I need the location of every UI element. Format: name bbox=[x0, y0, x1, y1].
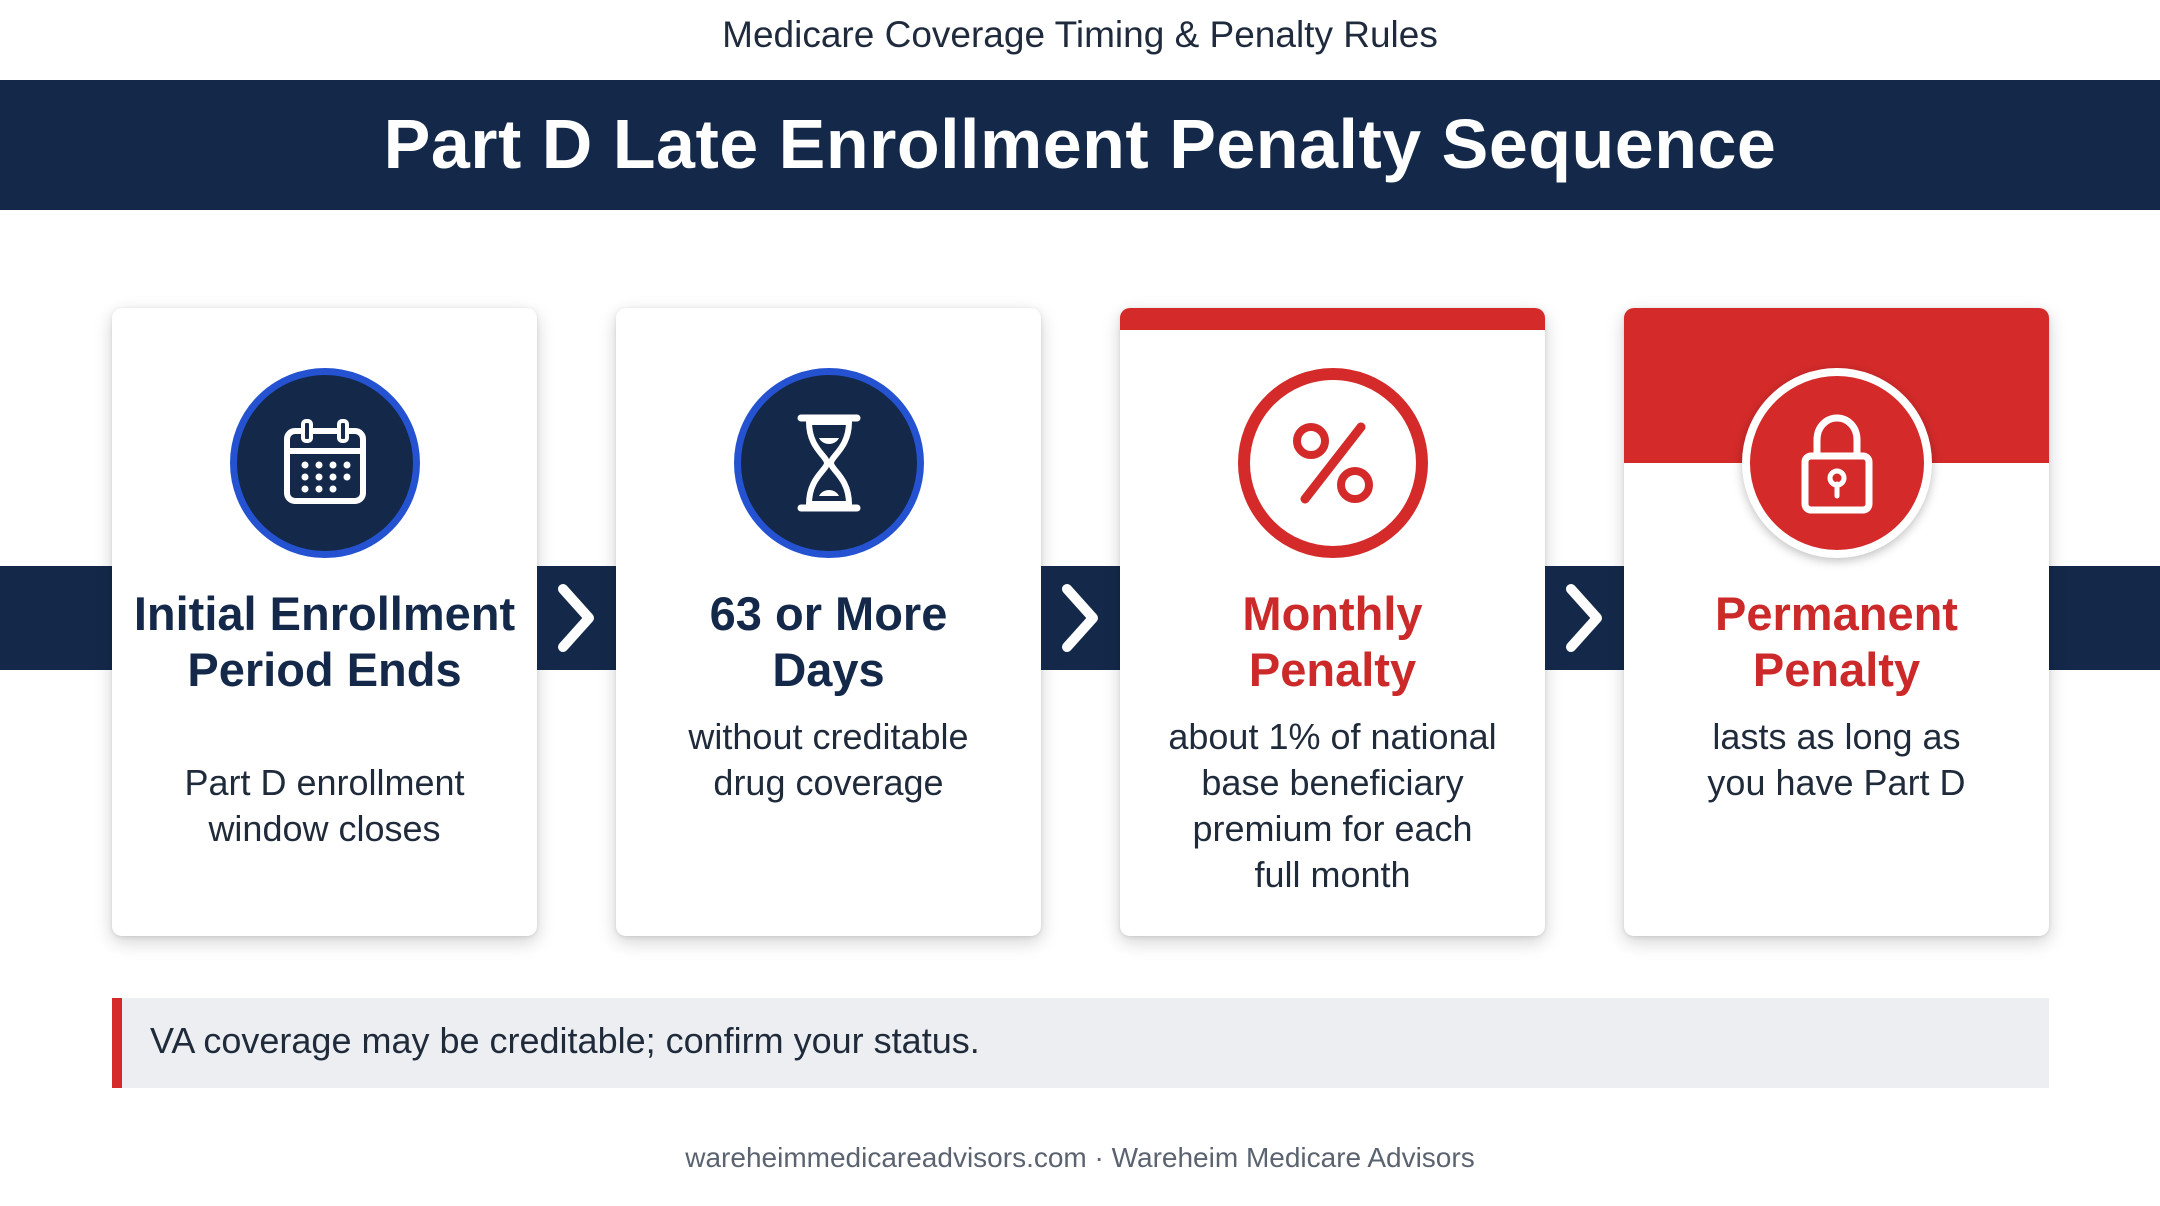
page-title: Part D Late Enrollment Penalty Sequence bbox=[383, 105, 1777, 183]
chevron-right-icon bbox=[1545, 566, 1623, 670]
chevron-right-icon bbox=[537, 566, 615, 670]
step-card-permanent-penalty: Permanent Penalty lasts as long as you h… bbox=[1624, 308, 2049, 936]
note-box bbox=[112, 998, 2049, 1088]
chevron-right-icon bbox=[1041, 566, 1119, 670]
lock-icon bbox=[1741, 368, 1932, 558]
step-card-63-days: 63 or More Days without creditable drug … bbox=[616, 308, 1041, 936]
step-description: about 1% of national base beneficiary pr… bbox=[1168, 716, 1497, 895]
title-banner bbox=[0, 80, 2160, 210]
step-title: Monthly Penalty bbox=[1242, 587, 1423, 696]
hourglass-icon bbox=[733, 368, 924, 558]
note-accent-bar bbox=[112, 998, 122, 1088]
step-description: lasts as long as you have Part D bbox=[1707, 716, 1966, 803]
calendar-icon bbox=[229, 368, 420, 558]
step-title: Permanent Penalty bbox=[1715, 587, 1958, 696]
footer: wareheimmedicareadvisors.com · Wareheim … bbox=[685, 1142, 1475, 1173]
red-accent-bar bbox=[1120, 308, 1545, 330]
step-description: Part D enrollment window closes bbox=[184, 762, 465, 849]
supertitle: Medicare Coverage Timing & Penalty Rules bbox=[722, 14, 1438, 55]
step-description: without creditable drug coverage bbox=[688, 716, 969, 803]
percent-icon bbox=[1237, 368, 1428, 558]
note-text: VA coverage may be creditable; confirm y… bbox=[150, 1020, 980, 1061]
step-card-initial-enrollment: Initial Enrollment Period Ends Part D en… bbox=[112, 308, 537, 936]
step-title: 63 or More Days bbox=[709, 587, 948, 696]
step-card-monthly-penalty: Monthly Penalty about 1% of national bas… bbox=[1120, 308, 1545, 936]
step-title: Initial Enrollment Period Ends bbox=[133, 587, 516, 696]
